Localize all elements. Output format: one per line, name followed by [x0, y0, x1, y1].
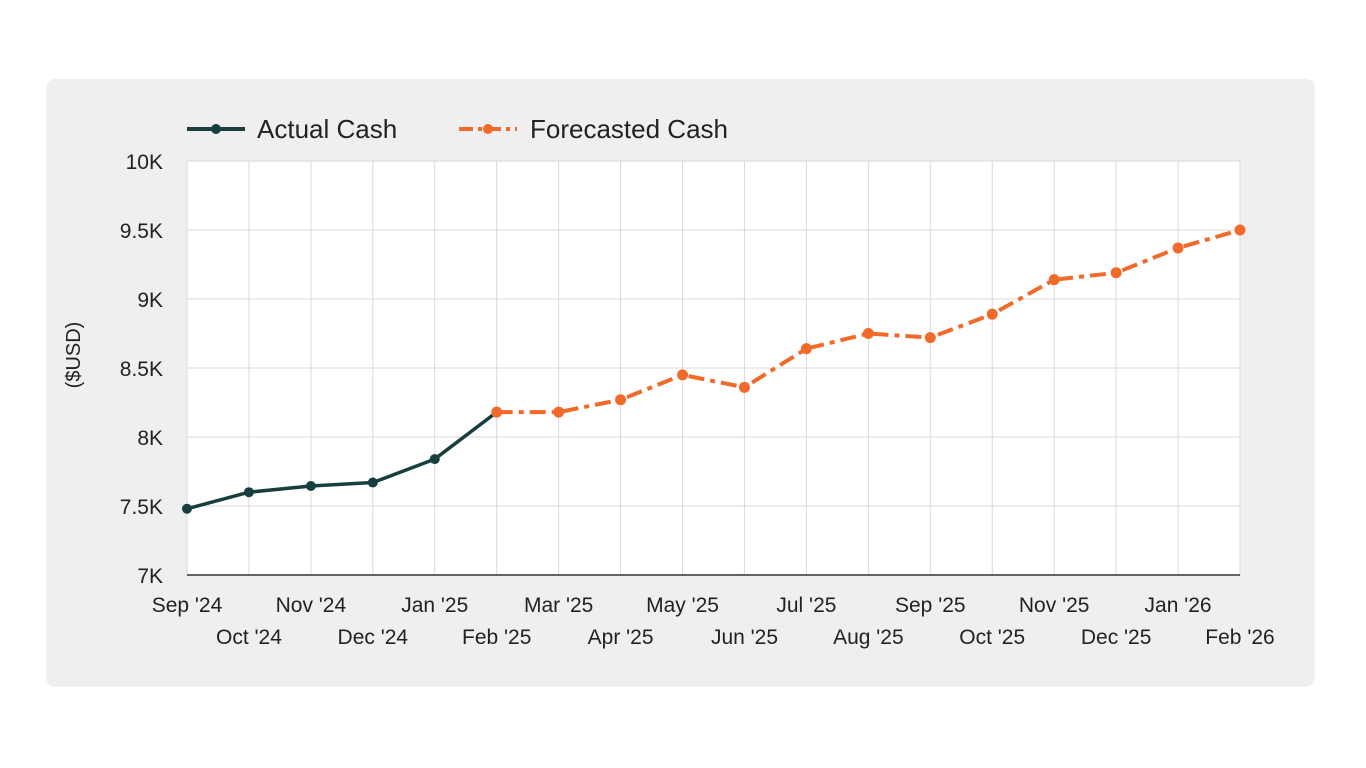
y-tick-label: 9.5K [120, 220, 163, 243]
data-point-forecast[interactable] [862, 328, 874, 339]
x-tick-label: Jan '25 [401, 594, 468, 617]
legend-label-forecast: Forecasted Cash [530, 114, 728, 144]
legend-label-actual: Actual Cash [257, 114, 397, 144]
x-tick-label: May '25 [646, 594, 719, 617]
x-tick-label: Jan '26 [1145, 594, 1212, 617]
y-tick-label: 8K [137, 427, 163, 450]
data-point-actual[interactable] [182, 503, 192, 514]
x-tick-label: Jun '25 [711, 626, 778, 649]
y-tick-label: 7K [137, 565, 163, 588]
series-line-actual [186, 410, 498, 511]
y-tick-label: 7.5K [120, 496, 163, 519]
x-tick-label: Feb '26 [1205, 626, 1274, 649]
data-point-forecast[interactable] [491, 406, 503, 418]
data-point-actual[interactable] [243, 487, 254, 498]
x-tick-label: Oct '24 [216, 626, 282, 649]
data-point-forecast[interactable] [1234, 224, 1246, 236]
data-point-forecast[interactable] [553, 406, 565, 418]
data-point-forecast[interactable] [1048, 274, 1060, 286]
legend-item-forecast[interactable]: Forecasted Cash [459, 114, 728, 144]
x-tick-label: Sep '24 [152, 594, 223, 617]
x-tick-label: Feb '25 [462, 626, 531, 649]
data-point-forecast[interactable] [1110, 267, 1122, 279]
x-tick-label: Oct '25 [959, 626, 1025, 649]
data-point-forecast[interactable] [800, 343, 812, 355]
legend-item-actual[interactable]: Actual Cash [187, 114, 397, 144]
x-tick-label: Sep '25 [895, 594, 966, 617]
x-tick-label: Nov '25 [1019, 594, 1090, 617]
x-tick-label: Jul '25 [776, 594, 836, 617]
x-tick-label: Dec '24 [338, 626, 409, 649]
data-point-forecast[interactable] [738, 381, 750, 393]
y-tick-label: 8.5K [120, 358, 163, 381]
x-tick-label: Dec '25 [1081, 626, 1152, 649]
data-point-forecast[interactable] [615, 394, 627, 406]
data-point-actual[interactable] [429, 454, 440, 465]
data-point-forecast[interactable] [1172, 242, 1184, 254]
data-point-forecast[interactable] [986, 308, 998, 320]
x-tick-label: Apr '25 [588, 626, 654, 649]
y-tick-label: 9K [137, 289, 163, 312]
data-point-actual[interactable] [305, 480, 316, 491]
x-tick-label: Mar '25 [524, 594, 593, 617]
data-point-forecast[interactable] [677, 369, 689, 381]
y-axis-label: ($USD) [63, 322, 85, 389]
data-point-forecast[interactable] [924, 332, 936, 344]
x-tick-label: Nov '24 [276, 594, 347, 617]
data-point-actual[interactable] [367, 477, 378, 488]
x-tick-label: Aug '25 [833, 626, 904, 649]
y-tick-label: 10K [126, 151, 163, 174]
